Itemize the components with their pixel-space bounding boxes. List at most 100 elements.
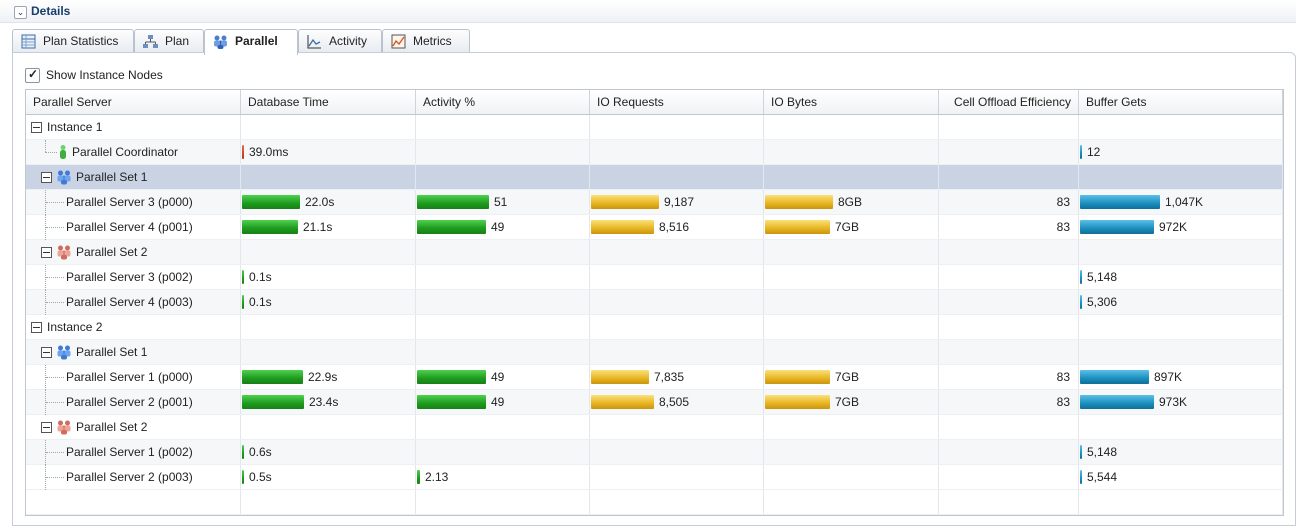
cell-ioreq — [590, 315, 764, 339]
activity-chart-icon — [307, 35, 321, 49]
collapse-toggle-icon[interactable] — [41, 172, 52, 183]
column-header-database-time[interactable]: Database Time — [241, 90, 416, 114]
tab-plan-statistics[interactable]: Plan Statistics — [12, 29, 134, 53]
database-time-bar — [242, 445, 244, 459]
cell-cell — [939, 440, 1079, 464]
tree-plan-icon — [143, 35, 158, 48]
column-header-io-requests[interactable]: IO Requests — [590, 90, 764, 114]
column-header-cell-offload-efficiency[interactable]: Cell Offload Efficiency — [939, 90, 1079, 114]
row-label: Parallel Server 3 (p002) — [66, 270, 193, 284]
cell-buf: 972K — [1079, 215, 1283, 239]
cell-db: 0.1s — [241, 290, 416, 314]
instance-row[interactable]: Instance 2 — [26, 315, 1283, 340]
database-time-bar — [242, 220, 298, 234]
buffer-gets-bar — [1080, 220, 1154, 234]
buffer-gets-value: 5,148 — [1087, 270, 1118, 284]
cell-empty — [939, 490, 1079, 514]
collapse-toggle-icon[interactable] — [41, 347, 52, 358]
cell-buf: 897K — [1079, 365, 1283, 389]
collapse-toggle-icon[interactable] — [41, 422, 52, 433]
tree-line — [45, 265, 46, 290]
table-row[interactable]: Parallel Server 1 (p000) 22.9s 49 7,835 7GB 8… — [26, 365, 1283, 390]
cell-cell — [939, 465, 1079, 489]
cell-buf: 5,148 — [1079, 440, 1283, 464]
collapse-toggle-icon[interactable] — [31, 122, 42, 133]
tab-metrics[interactable]: Metrics — [382, 29, 470, 53]
table-row[interactable]: Parallel Server 3 (p000) 22.0s 51 9,187 8GB 8… — [26, 190, 1283, 215]
cell-db: 21.1s — [241, 215, 416, 239]
tab-plan[interactable]: Plan — [134, 29, 204, 53]
cell-ioreq: 9,187 — [590, 190, 764, 214]
activity-value: 51 — [494, 195, 508, 209]
column-header-io-bytes[interactable]: IO Bytes — [764, 90, 939, 114]
cell-empty — [590, 490, 764, 514]
database-time-value: 21.1s — [303, 220, 333, 234]
buffer-gets-bar — [1080, 470, 1082, 484]
cell-db: 23.4s — [241, 390, 416, 414]
io-requests-bar — [591, 220, 654, 234]
database-time-bar — [242, 395, 304, 409]
cell-name: Parallel Server 4 (p001) — [26, 215, 241, 240]
database-time-value: 0.1s — [249, 270, 272, 284]
cell-iob — [764, 440, 939, 464]
chevron-down-icon[interactable]: ⌄ — [14, 6, 27, 19]
table-row[interactable]: Parallel Server 4 (p003) 0.1s 5,306 — [26, 290, 1283, 315]
io-requests-value: 9,187 — [664, 195, 695, 209]
table-row[interactable]: Parallel Server 4 (p001) 21.1s 49 8,516 7GB 8… — [26, 215, 1283, 240]
cell-buf: 5,544 — [1079, 465, 1283, 489]
show-instance-nodes-checkbox[interactable]: ✓ — [25, 67, 40, 83]
cell-name: Parallel Server 2 (p003) — [26, 465, 241, 490]
tree-line — [46, 452, 64, 453]
parallel-set-row[interactable]: Parallel Set 2 — [26, 240, 1283, 265]
table-row[interactable]: Parallel Coordinator 39.0ms 12 — [26, 140, 1283, 165]
table-row[interactable]: Parallel Server 2 (p003) 0.5s 2.13 5,544 — [26, 465, 1283, 490]
cell-ioreq — [590, 115, 764, 139]
tree-line — [45, 390, 46, 415]
io-bytes-bar — [765, 370, 830, 384]
cell-iob — [764, 315, 939, 339]
parallel-set-row[interactable]: Parallel Set 1 — [26, 340, 1283, 365]
cell-empty — [416, 490, 590, 514]
details-section-header[interactable]: ⌄ Details — [0, 0, 1296, 23]
tree-line — [46, 277, 64, 278]
cell-iob — [764, 465, 939, 489]
column-header-parallel-server[interactable]: Parallel Server — [26, 90, 241, 114]
cell-name: Parallel Server 1 (p000) — [26, 365, 241, 390]
cell-buf: 5,306 — [1079, 290, 1283, 314]
buffer-gets-value: 972K — [1159, 220, 1188, 234]
tree-line — [45, 190, 46, 215]
tab-activity[interactable]: Activity — [298, 29, 382, 53]
tab-parallel[interactable]: Parallel — [204, 29, 298, 55]
buffer-gets-value: 5,148 — [1087, 445, 1118, 459]
io-bytes-bar — [765, 220, 830, 234]
parallel-set-row[interactable]: Parallel Set 1 — [26, 165, 1283, 190]
table-row[interactable]: Parallel Server 3 (p002) 0.1s 5,148 — [26, 265, 1283, 290]
tree-line — [46, 377, 64, 378]
parallel-set-row[interactable]: Parallel Set 2 — [26, 415, 1283, 440]
collapse-toggle-icon[interactable] — [41, 247, 52, 258]
collapse-toggle-icon[interactable] — [31, 322, 42, 333]
column-header-activity[interactable]: Activity % — [416, 90, 590, 114]
cell-iob — [764, 265, 939, 289]
cell-cell: 83 — [939, 365, 1079, 389]
table-row[interactable]: Parallel Server 2 (p001) 23.4s 49 8,505 7GB 8… — [26, 390, 1283, 415]
database-time-bar — [242, 195, 300, 209]
cell-name: Parallel Server 1 (p002) — [26, 440, 241, 465]
buffer-gets-value: 5,306 — [1087, 295, 1118, 309]
column-header-buffer-gets[interactable]: Buffer Gets — [1079, 90, 1283, 114]
cell-act — [416, 140, 590, 164]
activity-bar — [417, 470, 420, 484]
cell-act — [416, 115, 590, 139]
buffer-gets-value: 1,047K — [1165, 195, 1204, 209]
row-label: Parallel Set 1 — [76, 345, 148, 359]
checkmark-icon: ✓ — [28, 67, 39, 81]
instance-row[interactable]: Instance 1 — [26, 115, 1283, 140]
cell-cell — [939, 315, 1079, 339]
cell-cell — [939, 340, 1079, 364]
parallel-server-table: Parallel Server Database Time Activity %… — [25, 89, 1284, 516]
cell-empty — [241, 490, 416, 514]
cell-name: Parallel Coordinator — [26, 140, 241, 164]
table-row[interactable]: Parallel Server 1 (p002) 0.6s 5,148 — [26, 440, 1283, 465]
cell-name: Instance 2 — [26, 315, 241, 339]
metrics-chart-icon — [391, 34, 406, 49]
